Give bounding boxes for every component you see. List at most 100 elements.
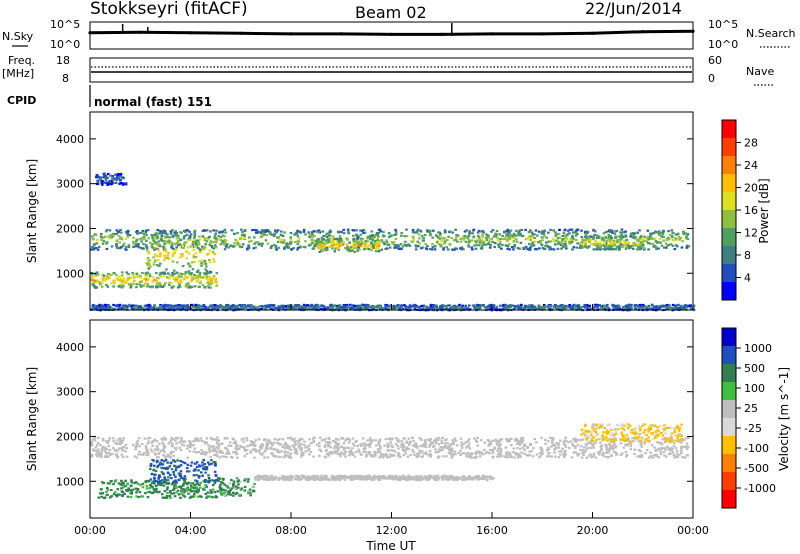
cell xyxy=(153,307,157,310)
cell xyxy=(196,269,200,272)
cell xyxy=(692,308,696,312)
cell xyxy=(208,244,212,247)
cell xyxy=(266,444,269,447)
cell xyxy=(467,243,470,246)
cell xyxy=(204,275,207,278)
cell xyxy=(426,230,429,233)
cell xyxy=(303,443,306,446)
cell xyxy=(574,451,577,454)
cell xyxy=(360,240,364,244)
cell xyxy=(407,243,410,246)
cell xyxy=(619,453,623,456)
cell xyxy=(217,306,221,309)
cell xyxy=(593,239,597,242)
cell xyxy=(557,232,561,235)
cell xyxy=(356,247,360,250)
cell xyxy=(160,305,163,308)
cell xyxy=(125,281,128,284)
cell xyxy=(297,304,300,307)
cell xyxy=(214,480,218,483)
cell xyxy=(583,450,587,454)
cell xyxy=(95,308,99,311)
cell xyxy=(468,230,471,233)
cell xyxy=(660,244,664,247)
cell xyxy=(532,305,535,309)
cell xyxy=(495,233,499,236)
cell xyxy=(141,482,145,485)
cell xyxy=(503,237,506,241)
cell xyxy=(205,437,209,440)
cell xyxy=(433,306,437,309)
cell xyxy=(545,236,549,239)
cell xyxy=(275,231,278,234)
cell xyxy=(306,308,309,311)
cell xyxy=(335,237,339,240)
cell xyxy=(439,449,442,452)
cell xyxy=(492,306,495,309)
cell xyxy=(253,444,257,448)
cell xyxy=(667,238,671,241)
cell xyxy=(104,235,107,238)
cell xyxy=(115,240,119,243)
cell xyxy=(170,241,173,244)
cell xyxy=(592,452,596,455)
cell xyxy=(402,444,406,447)
cell xyxy=(190,245,193,248)
cell xyxy=(592,238,595,241)
cell xyxy=(403,437,406,440)
cell xyxy=(281,234,285,238)
cell xyxy=(257,438,261,441)
cell xyxy=(239,307,243,310)
cell xyxy=(161,307,165,310)
cell xyxy=(243,455,247,458)
cell xyxy=(443,242,446,245)
cell xyxy=(456,240,459,243)
cell xyxy=(183,275,187,278)
cell xyxy=(389,438,392,441)
cell xyxy=(638,229,641,232)
cell xyxy=(198,495,202,498)
cell xyxy=(448,230,452,233)
cell xyxy=(102,173,106,176)
cell xyxy=(198,271,202,274)
cell xyxy=(211,241,214,244)
cell xyxy=(530,304,534,307)
cell xyxy=(330,244,334,247)
cell xyxy=(560,247,563,250)
cell xyxy=(205,270,209,273)
cell xyxy=(275,236,279,239)
cell xyxy=(132,443,135,447)
cell xyxy=(652,232,656,235)
cell xyxy=(584,232,587,235)
cell xyxy=(98,454,101,457)
cell xyxy=(383,444,386,447)
cell xyxy=(610,248,614,251)
cell xyxy=(213,304,216,307)
cell xyxy=(97,448,100,451)
cell xyxy=(542,304,546,307)
cell xyxy=(179,280,183,283)
cell xyxy=(172,252,176,256)
cell xyxy=(338,241,341,244)
cell xyxy=(101,183,104,186)
cell xyxy=(382,453,385,456)
cell xyxy=(112,303,115,307)
cell xyxy=(95,176,98,179)
cell xyxy=(351,229,355,232)
cell xyxy=(181,484,185,487)
cell xyxy=(440,240,443,243)
cell xyxy=(104,181,108,185)
cell xyxy=(168,494,171,497)
cell xyxy=(575,304,579,307)
cell xyxy=(632,232,635,235)
cell xyxy=(219,304,222,307)
cell xyxy=(491,439,494,442)
cell xyxy=(602,248,606,251)
cell xyxy=(168,281,171,284)
cell xyxy=(243,235,246,238)
cell xyxy=(213,481,217,484)
cell xyxy=(597,304,601,307)
cell xyxy=(612,242,615,245)
cell xyxy=(165,496,169,499)
cell xyxy=(214,277,218,280)
